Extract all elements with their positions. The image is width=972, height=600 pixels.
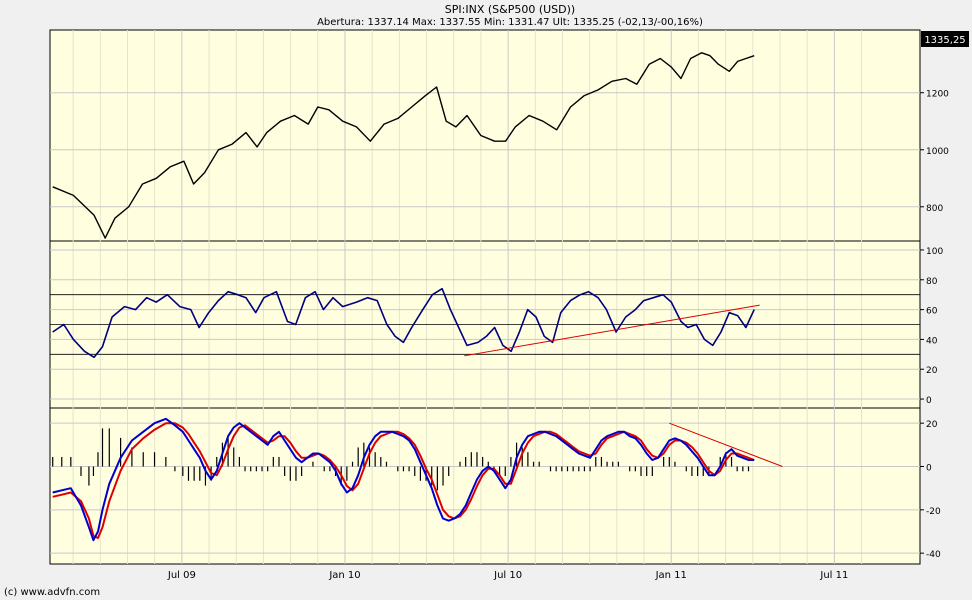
x-tick-label: Jan 11 (655, 570, 687, 581)
x-tick-label: Jul 10 (493, 570, 522, 581)
rsi-line (52, 287, 755, 359)
y-tick-label: 20 (926, 366, 938, 376)
x-tick-label: Jul 11 (819, 570, 848, 581)
copyright-footer: (c) www.advfn.com (4, 587, 100, 598)
macd-panel (49, 407, 921, 565)
last-value-label: 1335,25 (924, 35, 965, 46)
chart-subtitle: Abertura: 1337.14 Max: 1337.55 Min: 1331… (317, 17, 703, 28)
macd-trend-line (669, 422, 783, 467)
y-tick-label: 0 (926, 464, 932, 474)
y-tick-label: 20 (926, 420, 938, 430)
y-tick-labels: 800 1000 1200 0 20 40 60 80 100 -40 -20 0 20 (926, 90, 949, 560)
price-line (52, 52, 755, 239)
y-tick-label: 40 (926, 336, 938, 346)
y-tick-label: 0 (926, 396, 932, 406)
y-tick-label: 1000 (926, 147, 949, 157)
y-tick-label: 1200 (926, 90, 949, 100)
last-value-badge (921, 31, 969, 47)
x-tick-label: Jan 10 (328, 570, 360, 581)
x-tick-labels: Jul 09 Jan 10 Jul 10 Jan 11 Jul 11 (167, 570, 848, 581)
y-tick-label: -20 (926, 507, 941, 517)
y-tick-label: 80 (926, 277, 938, 287)
rsi-trend-line (464, 304, 760, 357)
series-lines (52, 52, 783, 542)
y-tick-label: 100 (926, 247, 943, 257)
macd-line (52, 417, 755, 542)
price-panel (49, 29, 921, 242)
chart-title: SPI:INX (S&P500 (USD)) (445, 3, 575, 16)
x-tick-label: Jul 09 (167, 570, 196, 581)
y-tick-label: 60 (926, 307, 938, 317)
y-tick-label: 800 (926, 204, 943, 214)
signal-line (52, 422, 755, 539)
rsi-reference-lines (50, 294, 920, 355)
y-tick-label: -40 (926, 550, 941, 560)
